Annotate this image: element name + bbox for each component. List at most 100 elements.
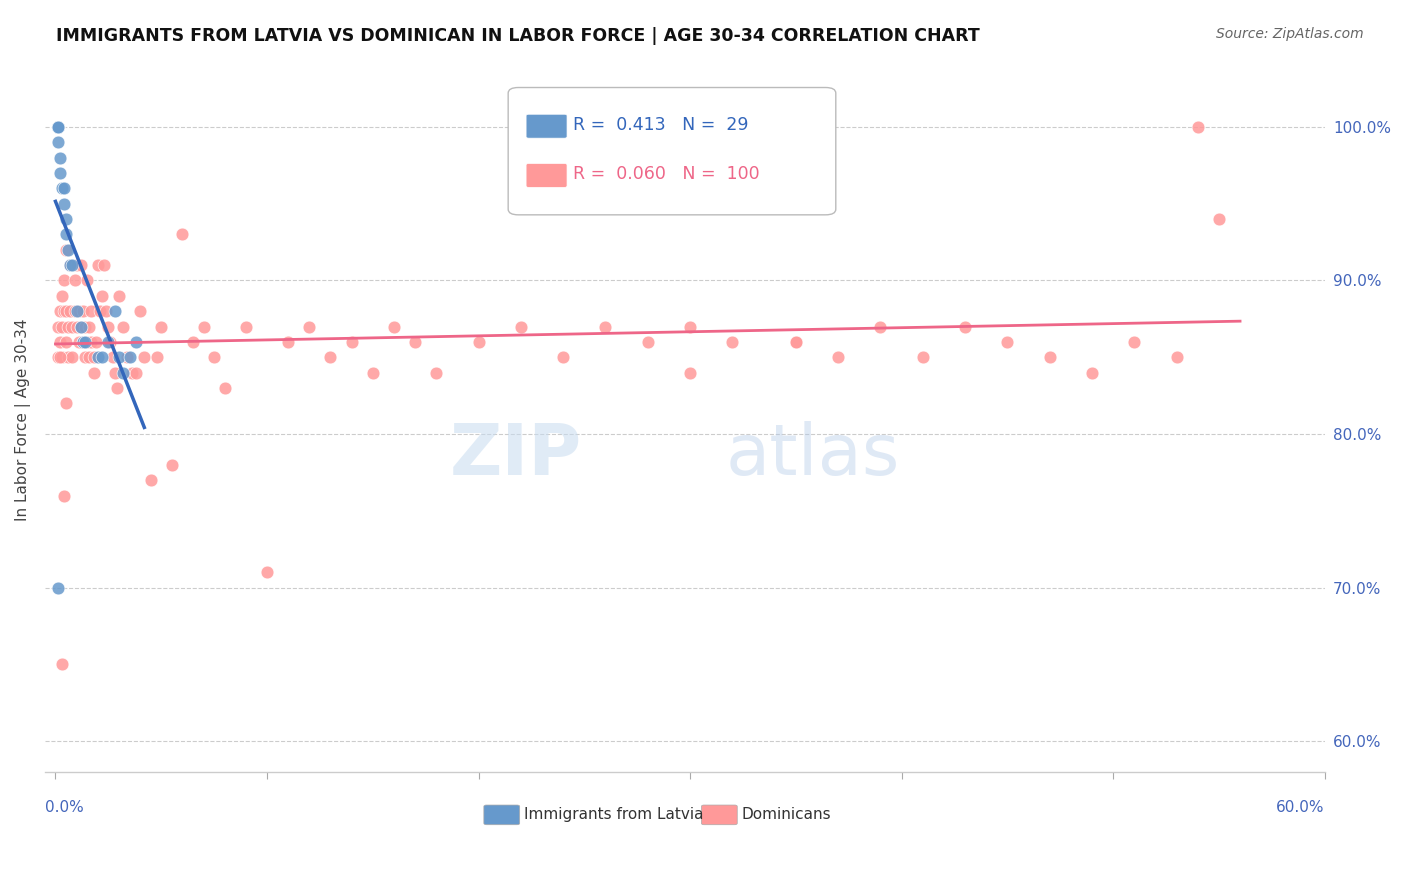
Point (60, 319, 83, 334)
Point (112, 366, 135, 380)
Point (827, 351, 849, 365)
Point (70, 258, 93, 272)
Point (96, 304, 118, 318)
Point (72, 334, 94, 349)
Point (108, 351, 131, 365)
Point (48, 151, 70, 165)
Point (59, 258, 82, 272)
Text: ZIP: ZIP (450, 421, 582, 490)
Point (117, 351, 139, 365)
Point (425, 366, 447, 380)
Point (83, 351, 105, 365)
Point (46, 120, 69, 134)
Point (46, 120, 69, 134)
Point (382, 319, 405, 334)
Point (121, 366, 143, 380)
Point (553, 351, 575, 365)
Point (48, 351, 70, 365)
Point (75, 319, 97, 334)
Point (146, 351, 169, 365)
Point (108, 289, 131, 303)
Point (129, 304, 152, 318)
Point (91, 289, 114, 303)
Point (256, 566, 278, 580)
Point (679, 366, 702, 380)
Point (104, 304, 127, 318)
Point (953, 319, 976, 334)
Point (52, 196, 75, 211)
FancyBboxPatch shape (484, 805, 520, 825)
Point (911, 351, 934, 365)
Point (340, 334, 363, 349)
Point (52, 304, 75, 318)
Point (202, 351, 225, 365)
Point (67, 334, 90, 349)
Point (76, 273, 98, 287)
Point (65, 304, 87, 318)
Point (46, 581, 69, 595)
Point (193, 319, 215, 334)
Point (55, 227, 77, 242)
FancyBboxPatch shape (508, 87, 835, 215)
Point (79, 351, 101, 365)
Point (125, 334, 148, 349)
Point (785, 334, 807, 349)
Point (995, 334, 1018, 349)
Point (60, 351, 83, 365)
Point (1208, 212, 1230, 227)
Point (361, 366, 384, 380)
Point (1123, 334, 1146, 349)
Point (70, 319, 93, 334)
Point (214, 381, 236, 395)
Point (125, 366, 148, 380)
Point (59, 258, 82, 272)
Point (51, 657, 73, 672)
Point (101, 351, 124, 365)
Point (160, 458, 183, 472)
Text: IMMIGRANTS FROM LATVIA VS DOMINICAN IN LABOR FORCE | AGE 30-34 CORRELATION CHART: IMMIGRANTS FROM LATVIA VS DOMINICAN IN L… (56, 27, 980, 45)
Point (150, 319, 173, 334)
Point (80, 304, 103, 318)
Point (235, 319, 257, 334)
Point (298, 319, 321, 334)
Point (55, 396, 77, 410)
Point (52, 273, 75, 287)
Point (52, 488, 75, 502)
Point (46, 120, 69, 134)
Point (59, 304, 82, 318)
Point (56, 243, 79, 257)
Point (93, 258, 115, 272)
Point (97, 334, 120, 349)
Point (1039, 351, 1062, 365)
Point (87, 258, 110, 272)
Point (869, 319, 891, 334)
Point (84, 334, 107, 349)
Point (721, 334, 744, 349)
Point (87, 351, 110, 365)
Text: Immigrants from Latvia: Immigrants from Latvia (523, 806, 703, 822)
FancyBboxPatch shape (526, 163, 567, 187)
Point (46, 135, 69, 149)
Point (134, 351, 156, 365)
Point (46, 120, 69, 134)
Point (1081, 366, 1104, 380)
Point (679, 319, 702, 334)
Point (51, 319, 73, 334)
Text: atlas: atlas (725, 421, 900, 490)
Point (139, 473, 162, 487)
Point (63, 273, 86, 287)
Point (118, 351, 141, 365)
Point (51, 289, 73, 303)
Point (52, 181, 75, 195)
Point (70, 319, 93, 334)
Point (65, 258, 87, 272)
Point (48, 304, 70, 318)
Point (509, 319, 531, 334)
Point (75, 334, 97, 349)
FancyBboxPatch shape (526, 114, 567, 138)
Point (56, 351, 79, 365)
Point (181, 334, 204, 349)
Text: 0.0%: 0.0% (45, 800, 83, 815)
Point (65, 319, 87, 334)
Point (51, 351, 73, 365)
